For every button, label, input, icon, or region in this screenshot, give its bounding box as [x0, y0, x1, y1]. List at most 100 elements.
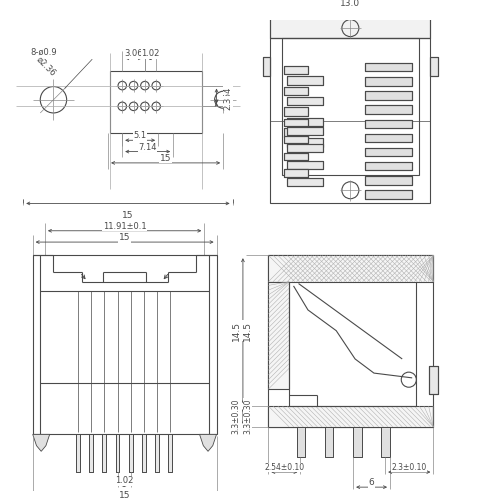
Text: 15: 15	[119, 233, 130, 242]
Bar	[382, 427, 390, 457]
Bar	[284, 136, 308, 143]
Bar	[284, 170, 308, 177]
Text: 7.14: 7.14	[139, 142, 157, 152]
Text: 13.0: 13.0	[341, 0, 360, 8]
Bar	[365, 77, 412, 86]
Polygon shape	[199, 434, 216, 452]
Bar	[287, 97, 323, 106]
Bar	[365, 92, 412, 100]
Bar	[76, 434, 80, 472]
Bar	[365, 77, 412, 86]
Text: 2.3: 2.3	[223, 96, 232, 110]
Bar	[365, 134, 412, 142]
Bar	[269, 256, 433, 281]
Text: 2.54±0.10: 2.54±0.10	[264, 463, 304, 472]
Bar	[269, 406, 433, 427]
Bar	[353, 427, 362, 457]
Bar	[297, 427, 305, 457]
Text: 2.3±0.10: 2.3±0.10	[392, 463, 427, 472]
Bar	[169, 434, 172, 472]
Bar	[365, 190, 412, 198]
Bar	[284, 66, 308, 74]
Polygon shape	[33, 434, 50, 452]
Bar	[365, 92, 412, 100]
Text: 15: 15	[160, 154, 171, 163]
Bar	[287, 118, 323, 126]
Bar	[287, 76, 323, 84]
Bar	[325, 427, 333, 457]
Bar	[110, 72, 202, 132]
Bar	[365, 148, 412, 156]
Bar	[284, 128, 308, 136]
Bar	[287, 161, 323, 168]
Bar	[287, 138, 323, 147]
Bar	[430, 58, 438, 76]
Bar	[287, 178, 323, 186]
Bar	[282, 38, 419, 175]
Bar	[33, 256, 216, 434]
Text: 1.02: 1.02	[142, 50, 160, 58]
Bar	[428, 366, 438, 394]
Bar	[297, 427, 305, 457]
Text: 3.3±0.30: 3.3±0.30	[232, 398, 241, 434]
Bar	[365, 134, 412, 142]
Bar	[115, 434, 119, 472]
Text: 5.1: 5.1	[134, 132, 147, 140]
Bar	[76, 434, 80, 472]
Bar	[263, 58, 270, 76]
Bar	[365, 106, 412, 114]
Bar	[284, 66, 308, 74]
Bar	[365, 162, 412, 170]
Text: 1.02: 1.02	[115, 476, 133, 486]
Bar	[284, 86, 308, 95]
Bar	[270, 18, 430, 38]
Bar	[102, 434, 106, 472]
Bar	[287, 144, 323, 152]
Bar	[428, 366, 438, 394]
Bar	[269, 282, 289, 389]
Bar	[270, 38, 430, 203]
Bar	[365, 190, 412, 198]
Bar	[284, 136, 308, 143]
Text: ø2.36: ø2.36	[35, 55, 58, 78]
Bar	[155, 434, 159, 472]
Bar	[287, 138, 323, 147]
Bar	[284, 108, 308, 116]
Bar	[284, 118, 308, 126]
Bar	[287, 76, 323, 84]
Bar	[365, 120, 412, 128]
Bar	[365, 162, 412, 170]
Bar	[365, 176, 412, 184]
Text: 2.54: 2.54	[223, 87, 232, 105]
Bar	[284, 118, 308, 126]
Bar	[365, 63, 412, 72]
Bar	[287, 118, 323, 126]
Bar	[284, 152, 308, 160]
Bar	[129, 434, 133, 472]
Bar	[169, 434, 172, 472]
Bar	[269, 256, 433, 427]
Bar	[284, 108, 308, 116]
Bar	[142, 434, 146, 472]
Bar	[284, 128, 308, 136]
Text: 15: 15	[122, 211, 134, 220]
Text: 3.06: 3.06	[124, 50, 143, 58]
Bar	[102, 434, 106, 472]
Bar	[325, 427, 333, 457]
Bar	[382, 427, 390, 457]
Bar	[89, 434, 93, 472]
Bar	[365, 148, 412, 156]
Bar	[365, 63, 412, 72]
Bar	[287, 161, 323, 168]
Text: 14.5: 14.5	[232, 320, 241, 340]
Bar	[263, 58, 270, 76]
Bar	[284, 170, 308, 177]
Bar	[365, 176, 412, 184]
Text: 15: 15	[119, 492, 130, 500]
Bar	[287, 127, 323, 134]
Bar	[287, 144, 323, 152]
Bar	[287, 127, 323, 134]
Text: 14.5: 14.5	[243, 320, 252, 340]
Text: 8-ø0.9: 8-ø0.9	[31, 48, 57, 56]
Bar	[287, 97, 323, 106]
